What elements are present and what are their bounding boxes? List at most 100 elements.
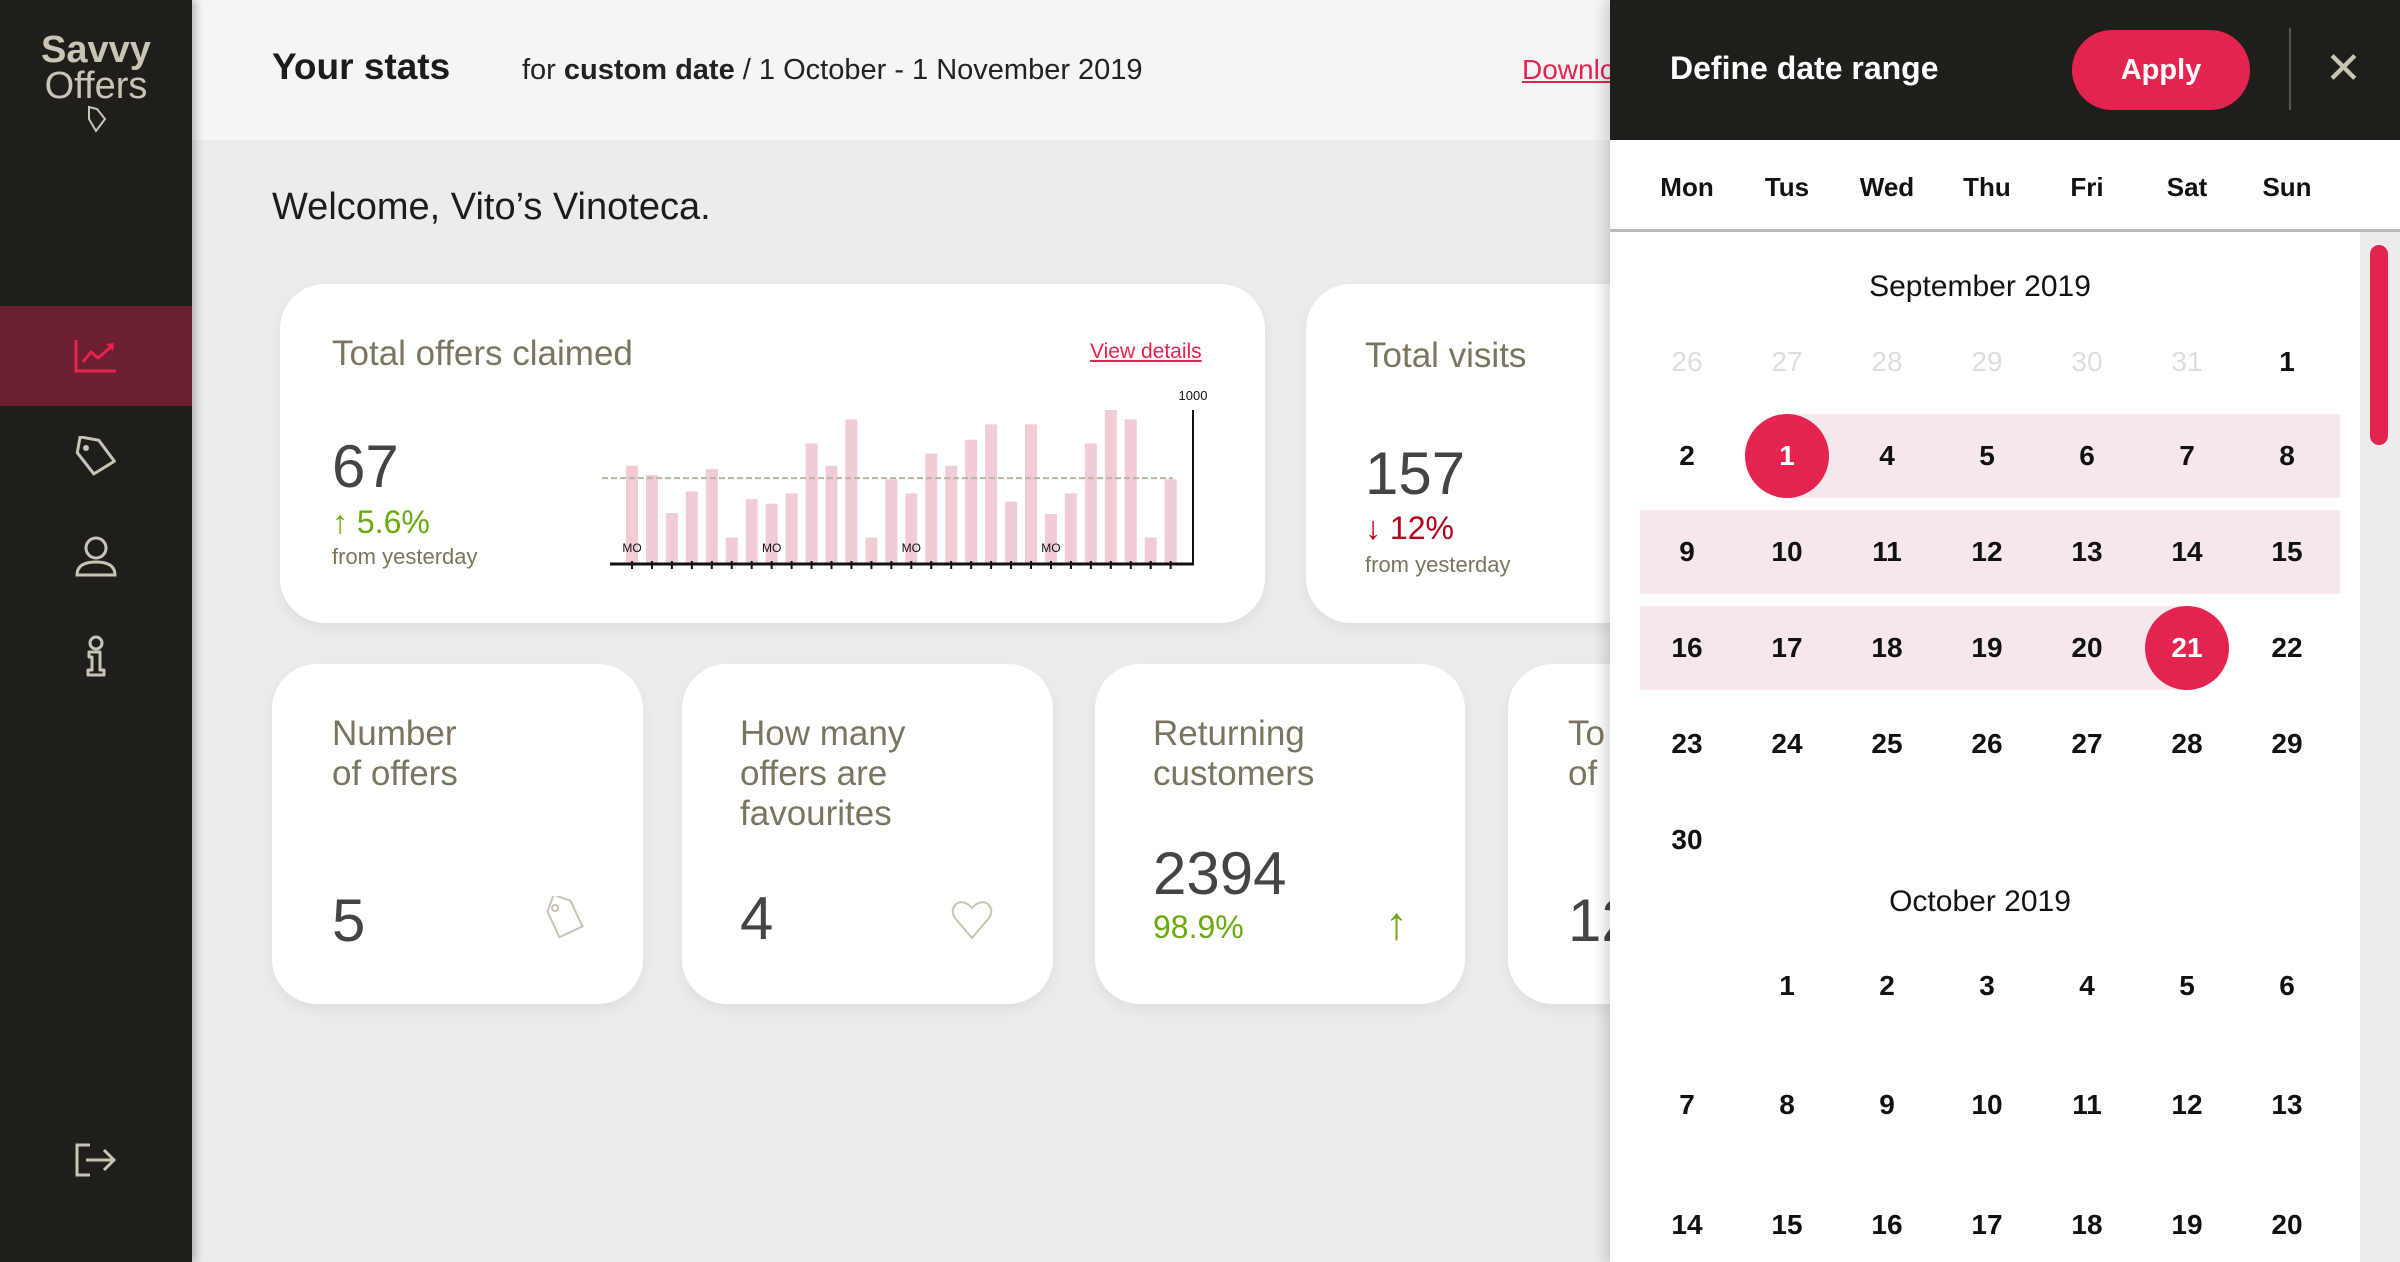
logout-button[interactable] — [0, 1110, 192, 1210]
calendar-day[interactable]: 18 — [2071, 1209, 2103, 1240]
calendar-day[interactable]: 6 — [2079, 440, 2095, 471]
scrollbar-thumb[interactable] — [2370, 245, 2388, 445]
calendar-day[interactable]: 17 — [1771, 632, 1803, 663]
calendar-day[interactable]: 15 — [1771, 1209, 1803, 1240]
range-highlight — [1787, 414, 2340, 498]
chart-bar — [905, 493, 918, 564]
close-icon[interactable]: ✕ — [2325, 44, 2362, 93]
nav-profile[interactable] — [0, 506, 192, 606]
calendar-day[interactable]: 18 — [1871, 632, 1903, 663]
nav-statistics[interactable] — [0, 306, 192, 406]
chart-bar — [805, 443, 818, 564]
calendar-day[interactable]: 17 — [1971, 1209, 2003, 1240]
calendar-day[interactable]: 19 — [1971, 632, 2003, 663]
calendar-day[interactable]: 8 — [1779, 1089, 1795, 1120]
calendar-day[interactable]: 15 — [2271, 536, 2303, 567]
calendar-day[interactable]: 26 — [1671, 346, 1703, 377]
nav-offers[interactable] — [0, 406, 192, 506]
weekday-label: Sun — [2262, 172, 2312, 202]
calendar-day[interactable]: 30 — [1671, 824, 1703, 855]
calendar-day[interactable]: 6 — [2279, 970, 2295, 1001]
calendar-day[interactable]: 13 — [2271, 1089, 2303, 1120]
calendar-day[interactable]: 22 — [2271, 632, 2303, 663]
calendar-day[interactable]: 29 — [2271, 728, 2303, 759]
card-value: 4 — [740, 885, 774, 952]
calendar-day[interactable]: 30 — [2071, 346, 2103, 377]
calendar-day[interactable]: 1 — [1745, 414, 1829, 498]
chart-bar — [925, 453, 938, 564]
calendar-day[interactable]: 1 — [1779, 970, 1795, 1001]
calendar-day[interactable]: 12 — [1971, 536, 2003, 567]
calendar-day[interactable]: 16 — [1671, 632, 1703, 663]
calendar-day[interactable]: 9 — [1679, 536, 1695, 567]
calendar-day[interactable]: 4 — [2079, 970, 2095, 1001]
chart-bar — [1104, 410, 1117, 564]
calendar-day[interactable]: 14 — [2171, 536, 2203, 567]
calendar-day[interactable]: 11 — [2072, 1089, 2102, 1120]
date-range-summary[interactable]: for custom date / 1 October - 1 November… — [522, 54, 1143, 87]
calendar-day[interactable]: 19 — [2171, 1209, 2203, 1240]
calendar-day[interactable]: 21 — [2145, 606, 2229, 690]
calendar-day[interactable]: 3 — [1979, 970, 1995, 1001]
calendar-day[interactable]: 24 — [1771, 728, 1803, 759]
calendar-day[interactable]: 28 — [1871, 346, 1903, 377]
chart-bar — [745, 499, 758, 564]
calendar-day[interactable]: 16 — [1871, 1209, 1903, 1240]
calendar-day[interactable]: 23 — [1671, 728, 1703, 759]
calendar-day[interactable]: 25 — [1871, 728, 1903, 759]
arrow-up-icon: ↑ — [1385, 897, 1408, 949]
chart-bar — [945, 465, 958, 564]
logo[interactable]: Savvy Offers — [0, 29, 192, 140]
card-title: Number of offers — [332, 714, 458, 793]
card-title: How many offers are favourites — [740, 714, 906, 833]
apply-button[interactable]: Apply — [2072, 30, 2250, 110]
calendar-day[interactable]: 29 — [1971, 346, 2003, 377]
chart-bar — [785, 493, 798, 564]
calendar-day[interactable]: 2 — [1679, 440, 1695, 471]
card-value: 2394 — [1153, 840, 1287, 907]
calendar-day[interactable]: 5 — [2179, 970, 2195, 1001]
x-label: MO — [902, 541, 921, 555]
calendar-day[interactable]: 11 — [1872, 536, 1902, 567]
chart-bar — [845, 419, 858, 564]
info-icon — [86, 635, 106, 677]
divider — [2289, 28, 2291, 110]
weekday-label: Fri — [2070, 172, 2104, 202]
nav-info[interactable] — [0, 606, 192, 706]
card-title: Total visits — [1365, 336, 1527, 375]
calendar-day[interactable]: 26 — [1971, 728, 2003, 759]
calendar-day[interactable]: 20 — [2271, 1209, 2303, 1240]
calendar-day[interactable]: 20 — [2071, 632, 2103, 663]
calendar-day[interactable]: 13 — [2071, 536, 2103, 567]
change-note: from yesterday — [332, 544, 478, 569]
chart-bar — [725, 537, 738, 564]
card-title: To of — [1568, 714, 1605, 793]
calendar-day[interactable]: 10 — [1971, 1089, 2003, 1120]
calendar-day[interactable]: 5 — [1979, 440, 1995, 471]
calendar-day[interactable]: 12 — [2171, 1089, 2203, 1120]
calendar-day[interactable]: 7 — [1679, 1089, 1695, 1120]
calendar-day[interactable]: 1 — [2279, 346, 2295, 377]
calendar-day[interactable]: 14 — [1671, 1209, 1703, 1240]
chart-bar — [825, 465, 838, 564]
download-link[interactable]: Download — [1522, 54, 1610, 85]
weekday-label: Sat — [2166, 172, 2208, 202]
date-range-panel: Define date range Apply ✕ Mon Tus Wed Thu Fr… — [1610, 0, 2400, 1262]
chart-bar — [765, 503, 778, 564]
calendar-day[interactable]: 27 — [2071, 728, 2103, 759]
weekday-label: Thu — [1963, 172, 2011, 202]
view-details-link[interactable]: View details — [1090, 340, 1202, 363]
calendar-day[interactable]: 4 — [1879, 440, 1895, 471]
calendar-day[interactable]: 9 — [1879, 1089, 1895, 1120]
calendar-day[interactable]: 28 — [2171, 728, 2203, 759]
tag-icon — [75, 436, 116, 476]
calendar-day[interactable]: 10 — [1771, 536, 1803, 567]
calendar-day[interactable]: 31 — [2171, 346, 2203, 377]
calendar-day[interactable]: 27 — [1771, 346, 1803, 377]
tag-icon — [546, 896, 584, 939]
calendar-day[interactable]: 7 — [2179, 440, 2195, 471]
logo-line1: Savvy — [41, 29, 151, 71]
calendar-day[interactable]: 8 — [2279, 440, 2295, 471]
calendar-day[interactable]: 2 — [1879, 970, 1895, 1001]
chart-bar — [1124, 419, 1137, 564]
